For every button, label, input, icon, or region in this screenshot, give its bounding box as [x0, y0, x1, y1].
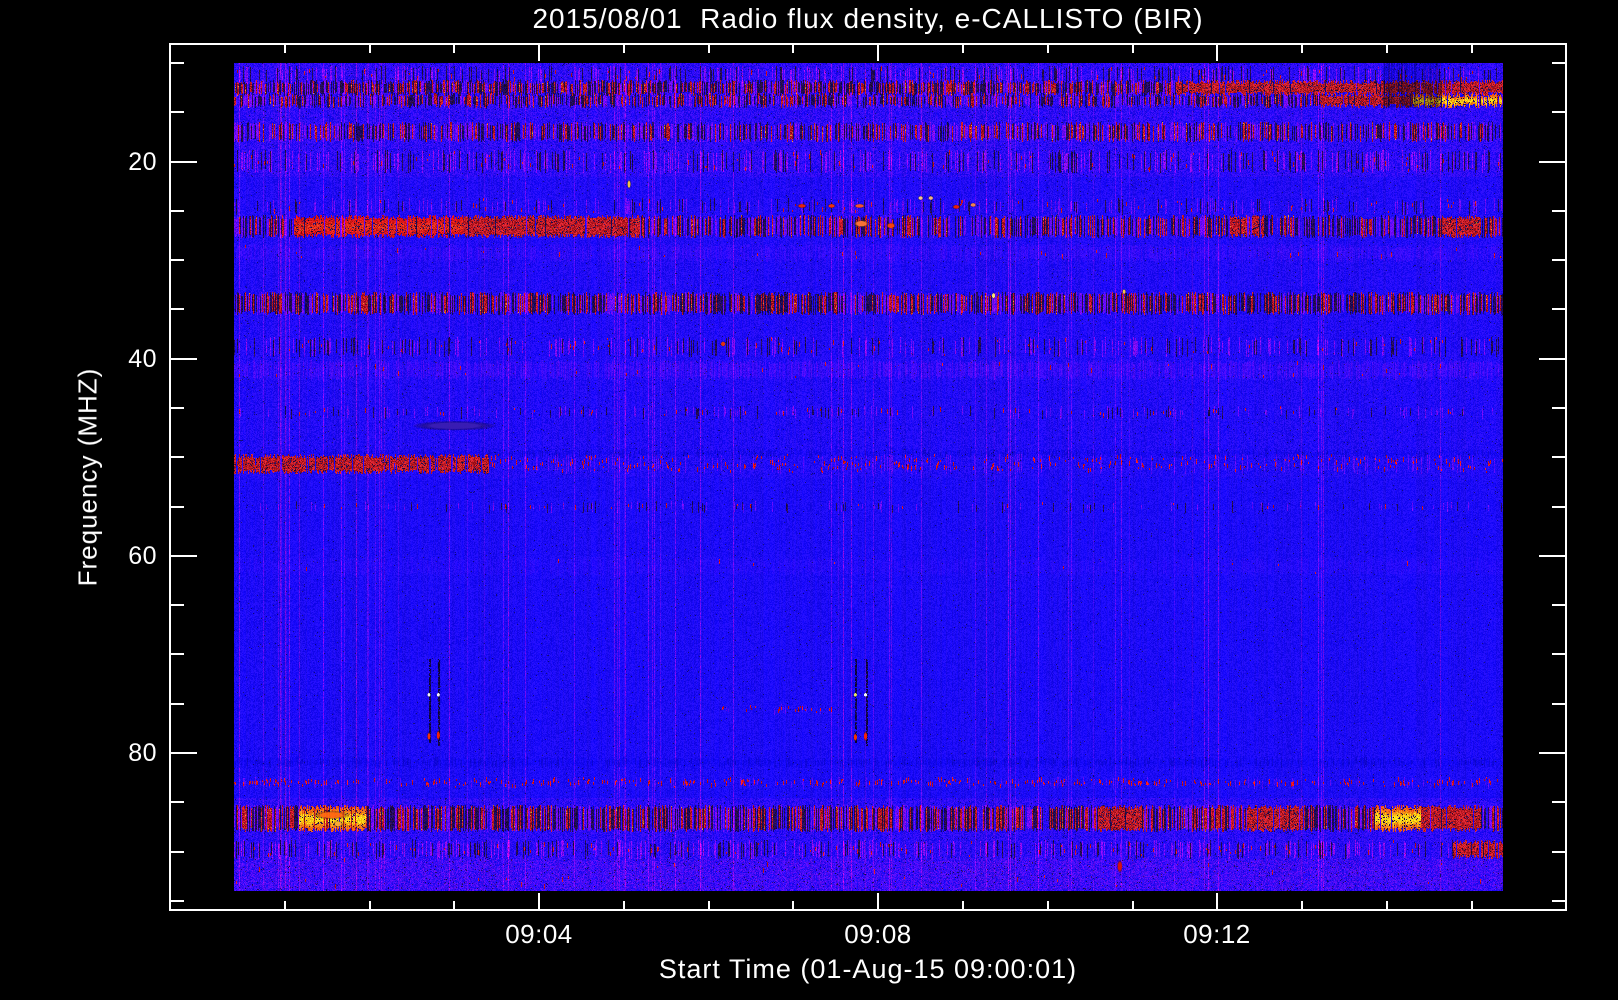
x-minor-tick-top: [453, 45, 455, 53]
y-minor-tick-right: [1552, 259, 1565, 261]
y-axis-label: Frequency (MHZ): [72, 367, 103, 587]
x-minor-tick-bottom: [369, 901, 371, 909]
x-minor-tick-bottom: [1471, 901, 1473, 909]
y-tick-label: 60: [128, 542, 157, 570]
x-minor-tick-bottom: [962, 901, 964, 909]
spectrogram-image: [234, 63, 1503, 891]
x-minor-tick-top: [1132, 45, 1134, 53]
y-minor-tick-left: [171, 604, 184, 606]
x-minor-tick-bottom: [1301, 901, 1303, 909]
y-minor-tick-right: [1552, 703, 1565, 705]
y-minor-tick-right: [1552, 851, 1565, 853]
y-minor-tick-left: [171, 456, 184, 458]
x-minor-tick-bottom: [623, 901, 625, 909]
y-major-tick-left: [171, 555, 197, 557]
y-minor-tick-right: [1552, 407, 1565, 409]
x-minor-tick-top: [708, 45, 710, 53]
y-minor-tick-left: [171, 308, 184, 310]
y-minor-tick-right: [1552, 62, 1565, 64]
x-minor-tick-bottom: [1047, 901, 1049, 909]
y-minor-tick-left: [171, 210, 184, 212]
x-major-tick-top: [1216, 45, 1218, 61]
x-major-tick-bottom: [538, 893, 540, 909]
y-minor-tick-right: [1552, 111, 1565, 113]
x-minor-tick-bottom: [708, 901, 710, 909]
y-minor-tick-right: [1552, 653, 1565, 655]
y-minor-tick-right: [1552, 456, 1565, 458]
y-minor-tick-left: [171, 801, 184, 803]
x-tick-label: 09:12: [1183, 919, 1251, 949]
y-minor-tick-right: [1552, 308, 1565, 310]
y-major-tick-right: [1539, 161, 1565, 163]
x-axis-label: Start Time (01-Aug-15 09:00:01): [658, 954, 1078, 984]
x-minor-tick-top: [1047, 45, 1049, 53]
y-major-tick-right: [1539, 555, 1565, 557]
x-minor-tick-bottom: [453, 901, 455, 909]
x-minor-tick-top: [1471, 45, 1473, 53]
y-minor-tick-left: [171, 703, 184, 705]
x-minor-tick-top: [1386, 45, 1388, 53]
x-minor-tick-top: [623, 45, 625, 53]
x-major-tick-bottom: [1216, 893, 1218, 909]
x-minor-tick-bottom: [1386, 901, 1388, 909]
x-major-tick-bottom: [877, 893, 879, 909]
plot-title: 2015/08/01 Radio flux density, e-CALLIST…: [532, 3, 1204, 34]
y-major-tick-left: [171, 752, 197, 754]
x-minor-tick-bottom: [792, 901, 794, 909]
y-minor-tick-left: [171, 259, 184, 261]
y-major-tick-left: [171, 358, 197, 360]
y-minor-tick-right: [1552, 506, 1565, 508]
y-minor-tick-left: [171, 407, 184, 409]
y-tick-label: 20: [128, 148, 157, 176]
y-major-tick-right: [1539, 358, 1565, 360]
x-major-tick-top: [877, 45, 879, 61]
x-tick-label: 09:08: [844, 919, 912, 949]
x-minor-tick-bottom: [1132, 901, 1134, 909]
y-minor-tick-left: [171, 653, 184, 655]
y-minor-tick-right: [1552, 801, 1565, 803]
x-minor-tick-top: [792, 45, 794, 53]
y-tick-label: 80: [128, 739, 157, 767]
y-minor-tick-right: [1552, 900, 1565, 902]
y-major-tick-right: [1539, 752, 1565, 754]
x-tick-label: 09:04: [505, 919, 573, 949]
x-major-tick-top: [538, 45, 540, 61]
x-minor-tick-top: [284, 45, 286, 53]
x-minor-tick-top: [369, 45, 371, 53]
y-minor-tick-right: [1552, 210, 1565, 212]
x-minor-tick-top: [962, 45, 964, 53]
y-minor-tick-left: [171, 851, 184, 853]
x-minor-tick-top: [1301, 45, 1303, 53]
y-minor-tick-left: [171, 506, 184, 508]
y-tick-label: 40: [128, 345, 157, 373]
y-minor-tick-left: [171, 62, 184, 64]
y-minor-tick-left: [171, 900, 184, 902]
y-minor-tick-right: [1552, 604, 1565, 606]
y-minor-tick-left: [171, 111, 184, 113]
y-major-tick-left: [171, 161, 197, 163]
x-minor-tick-bottom: [284, 901, 286, 909]
